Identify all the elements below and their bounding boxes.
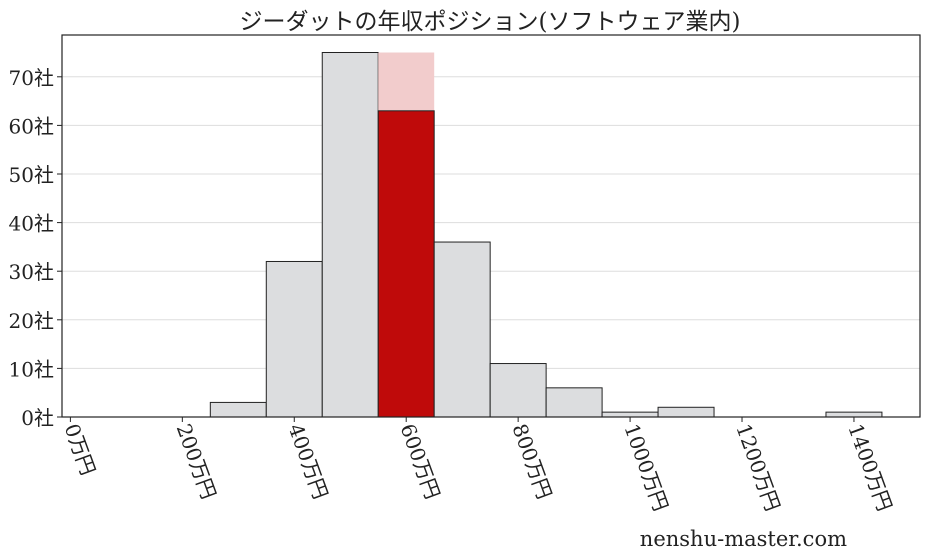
bar [601,411,659,418]
x-tick-label: 1400万円 [843,421,897,515]
bar [545,387,603,418]
plot-frame [61,34,921,418]
bar [265,260,323,418]
x-tick-label: 800万円 [507,421,556,503]
y-tick-label: 50社 [9,163,54,187]
chart-title: ジーダットの年収ポジション(ソフトウェア業内) [239,9,741,35]
bar [657,406,715,418]
bar [321,51,379,418]
x-tick-label: 400万円 [284,421,333,503]
x-tick-label: 600万円 [396,421,445,503]
bar [825,411,883,418]
y-tick-label: 40社 [9,212,54,236]
y-tick-label: 20社 [9,309,54,333]
watermark: nenshu-master.com [639,527,847,551]
y-tick-label: 0社 [21,406,54,430]
bar [489,363,547,418]
y-tick-label: 60社 [9,114,54,138]
x-tick-label: 0万円 [60,421,101,479]
x-tick-label: 1200万円 [731,421,785,515]
x-tick-label: 200万円 [172,421,221,503]
y-tick-label: 30社 [9,260,54,284]
highlight-bar [377,110,435,418]
x-tick-label: 1000万円 [619,421,673,515]
y-tick-label: 10社 [9,357,54,381]
bar [433,241,491,418]
bar [209,401,267,418]
y-tick-label: 70社 [9,66,54,90]
